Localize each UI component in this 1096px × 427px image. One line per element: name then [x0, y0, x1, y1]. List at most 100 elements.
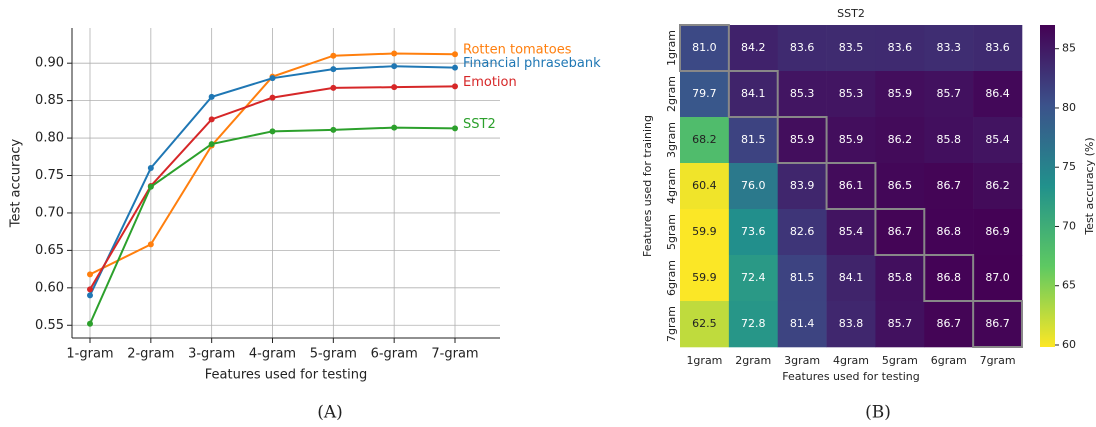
cell-label: 84.2: [741, 41, 766, 54]
x-tick-label: 6-gram: [371, 347, 418, 362]
cell: [728, 255, 779, 302]
point: [330, 66, 337, 73]
y-tick-label: 0.55: [35, 318, 64, 333]
point: [208, 141, 215, 148]
cell-label: 83.6: [985, 41, 1010, 54]
cell-label: 86.2: [888, 133, 913, 146]
cell-label: 60.4: [692, 179, 717, 192]
cell: [777, 71, 827, 118]
cell-label: 85.4: [839, 225, 864, 238]
point: [208, 116, 215, 123]
point: [330, 84, 337, 91]
y-tick-label: 3gram: [665, 122, 678, 158]
cell: [777, 163, 827, 210]
point: [87, 286, 93, 293]
cell: [973, 71, 1023, 118]
cell: [728, 163, 779, 210]
cell: [924, 25, 974, 72]
cell: [875, 25, 925, 72]
y-tick-label: 4gram: [665, 168, 678, 204]
cell-label: 86.4: [985, 87, 1010, 100]
x-tick-label: 1gram: [686, 354, 722, 367]
point: [87, 292, 93, 299]
y-tick-label: 7gram: [665, 306, 678, 342]
cell-label: 85.4: [985, 133, 1010, 146]
cell: [777, 117, 827, 164]
colorbar-tick-label: 80: [1062, 101, 1076, 114]
y-tick-label: 0.60: [35, 280, 64, 295]
cell-label: 76.0: [741, 179, 766, 192]
cell-label: 72.4: [741, 271, 766, 284]
cell-label: 85.9: [790, 133, 815, 146]
point: [391, 124, 398, 131]
cell: [826, 209, 876, 256]
diagonal-box: [874, 208, 926, 256]
point: [147, 241, 154, 248]
cell: [826, 117, 876, 164]
cell-label: 85.8: [888, 271, 913, 284]
x-tick-label: 4gram: [833, 354, 869, 367]
colorbar-tick-label: 75: [1062, 160, 1076, 173]
colorbar: [1040, 25, 1055, 347]
colorbar-tick-label: 65: [1062, 279, 1076, 292]
cell-label: 86.8: [936, 271, 961, 284]
cell-label: 81.4: [790, 317, 815, 330]
cell: [924, 71, 974, 118]
x-tick-label: 4-gram: [249, 347, 296, 362]
cell-label: 83.9: [790, 179, 815, 192]
x-tick-label: 2-gram: [127, 347, 174, 362]
cell: [680, 163, 730, 210]
cell-label: 59.9: [692, 225, 717, 238]
x-tick-label: 3-gram: [188, 347, 235, 362]
cell-label: 79.7: [692, 87, 717, 100]
point: [147, 183, 154, 190]
cell: [826, 255, 876, 302]
y-axis-label: Features used for training: [641, 115, 654, 257]
cell-label: 81.5: [741, 133, 766, 146]
cell: [924, 163, 974, 210]
cell-label: 83.3: [936, 41, 961, 54]
cell-label: 86.2: [985, 179, 1010, 192]
cell-label: 86.5: [888, 179, 913, 192]
cell-label: 86.1: [839, 179, 864, 192]
y-axis-label: Test accuracy: [9, 139, 24, 229]
cell: [728, 25, 779, 72]
x-tick-label: 5gram: [882, 354, 918, 367]
point: [87, 320, 93, 327]
cell-label: 86.7: [888, 225, 913, 238]
cell: [875, 163, 925, 210]
y-tick-label: 0.65: [35, 243, 64, 258]
cell: [728, 209, 779, 256]
cell-label: 86.7: [936, 179, 961, 192]
point: [269, 75, 276, 82]
cell: [973, 25, 1023, 72]
x-tick-label: 5-gram: [310, 347, 357, 362]
cell-label: 85.3: [839, 87, 864, 100]
cell-label: 82.6: [790, 225, 815, 238]
cell-label: 85.7: [936, 87, 961, 100]
cell-label: 83.8: [839, 317, 864, 330]
y-tick-label: 1gram: [665, 30, 678, 66]
cell-label: 62.5: [692, 317, 717, 330]
cell: [924, 255, 974, 302]
point: [330, 52, 337, 59]
x-tick-label: 7gram: [980, 354, 1016, 367]
x-tick-label: 6gram: [931, 354, 967, 367]
x-tick-label: 7-gram: [431, 347, 478, 362]
cell-label: 85.9: [839, 133, 864, 146]
cell-label: 85.3: [790, 87, 815, 100]
colorbar-tick-label: 85: [1062, 42, 1076, 55]
cell-label: 86.7: [936, 317, 961, 330]
y-tick-label: 0.85: [35, 93, 64, 108]
cell-label: 84.1: [741, 87, 766, 100]
cell: [728, 301, 779, 348]
point: [147, 165, 154, 172]
cell: [973, 209, 1023, 256]
series-label: Emotion: [463, 75, 517, 90]
cell: [875, 209, 925, 256]
series-label: SST2: [463, 117, 496, 132]
cell: [924, 209, 974, 256]
cell: [875, 255, 925, 302]
cell-label: 86.8: [936, 225, 961, 238]
cell-label: 86.9: [985, 225, 1010, 238]
